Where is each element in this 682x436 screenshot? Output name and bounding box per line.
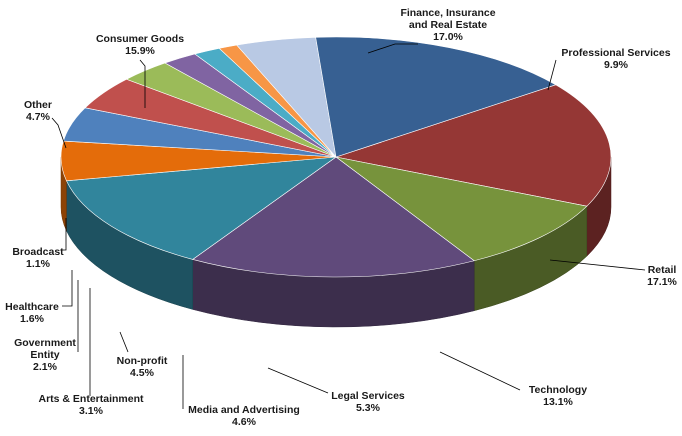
slice-retail bbox=[192, 156, 475, 278]
label-value-broadcast: 1.1% bbox=[26, 258, 51, 270]
label-consumer-goods: Consumer Goods 15.9% bbox=[96, 33, 184, 57]
label-broadcast: Broadcast 1.1% bbox=[12, 246, 64, 270]
leader-finance-insurance-and-real-estate bbox=[367, 43, 418, 54]
label-value-other: 4.7% bbox=[26, 111, 51, 123]
label-name-healthcare: Healthcare bbox=[5, 301, 59, 313]
label-value-non-profit: 4.5% bbox=[130, 367, 155, 379]
label-healthcare: Healthcare 1.6% bbox=[5, 301, 59, 325]
label-name-consumer-goods: Consumer Goods bbox=[96, 33, 184, 45]
label-name-technology: Technology bbox=[529, 384, 587, 396]
slice-finance-insurance-and-real-estate bbox=[334, 84, 612, 207]
label-value-media-and-advertising: 4.6% bbox=[232, 416, 257, 428]
label-value-legal-services: 5.3% bbox=[356, 402, 381, 414]
label-name-government-entity-2: Entity bbox=[30, 349, 59, 361]
label-value-healthcare: 1.6% bbox=[20, 313, 45, 325]
label-technology: Technology 13.1% bbox=[529, 384, 587, 408]
leader-other bbox=[51, 117, 67, 149]
label-media-and-advertising: Media and Advertising 4.6% bbox=[188, 404, 300, 428]
label-other: Other 4.7% bbox=[24, 99, 52, 123]
leader-technology bbox=[439, 351, 521, 391]
pie-sides bbox=[60, 156, 612, 328]
pie-tops bbox=[60, 36, 612, 278]
label-name-legal-services: Legal Services bbox=[331, 390, 405, 402]
label-name-arts-entertainment: Arts & Entertainment bbox=[38, 393, 144, 405]
label-value-government-entity: 2.1% bbox=[33, 361, 58, 373]
leader-retail bbox=[549, 259, 646, 271]
label-retail: Retail 17.1% bbox=[647, 264, 677, 288]
label-value-retail: 17.1% bbox=[647, 276, 677, 288]
slice-consumer-goods bbox=[315, 36, 557, 158]
label-legal-services: Legal Services 5.3% bbox=[331, 390, 405, 414]
leader-consumer-goods bbox=[139, 59, 146, 108]
leader-legal-services bbox=[267, 367, 329, 394]
label-value-finance-insurance-and-real-estate: 17.0% bbox=[433, 31, 463, 43]
label-professional-services: Professional Services 9.9% bbox=[561, 47, 670, 71]
label-arts-entertainment: Arts & Entertainment 3.1% bbox=[38, 393, 144, 417]
label-name-broadcast: Broadcast bbox=[12, 246, 64, 258]
slice-professional-services bbox=[335, 156, 588, 262]
slice-labels: Finance, Insurance and Real Estate 17.0% Pr… bbox=[5, 7, 677, 428]
label-leaders bbox=[51, 43, 646, 409]
slice-technology bbox=[66, 156, 338, 260]
label-value-technology: 13.1% bbox=[543, 396, 573, 408]
label-name-finance-insurance-and-real-estate-1: Finance, Insurance bbox=[400, 7, 495, 19]
label-government-entity: Government Entity 2.1% bbox=[14, 337, 76, 373]
label-name-media-and-advertising: Media and Advertising bbox=[188, 404, 300, 416]
label-name-non-profit: Non-profit bbox=[117, 355, 168, 367]
leader-non-profit bbox=[119, 331, 129, 353]
label-name-government-entity-1: Government bbox=[14, 337, 76, 349]
label-non-profit: Non-profit 4.5% bbox=[117, 355, 168, 379]
label-name-other: Other bbox=[24, 99, 52, 111]
label-value-professional-services: 9.9% bbox=[604, 59, 629, 71]
leader-broadcast bbox=[63, 218, 67, 251]
leader-healthcare bbox=[62, 270, 73, 307]
label-finance-insurance-and-real-estate: Finance, Insurance and Real Estate 17.0% bbox=[400, 7, 495, 43]
label-value-consumer-goods: 15.9% bbox=[125, 45, 155, 57]
label-name-professional-services: Professional Services bbox=[561, 47, 670, 59]
label-value-arts-entertainment: 3.1% bbox=[79, 405, 104, 417]
leader-professional-services bbox=[547, 59, 557, 91]
label-name-finance-insurance-and-real-estate-2: and Real Estate bbox=[409, 19, 487, 31]
label-name-retail: Retail bbox=[648, 264, 677, 276]
